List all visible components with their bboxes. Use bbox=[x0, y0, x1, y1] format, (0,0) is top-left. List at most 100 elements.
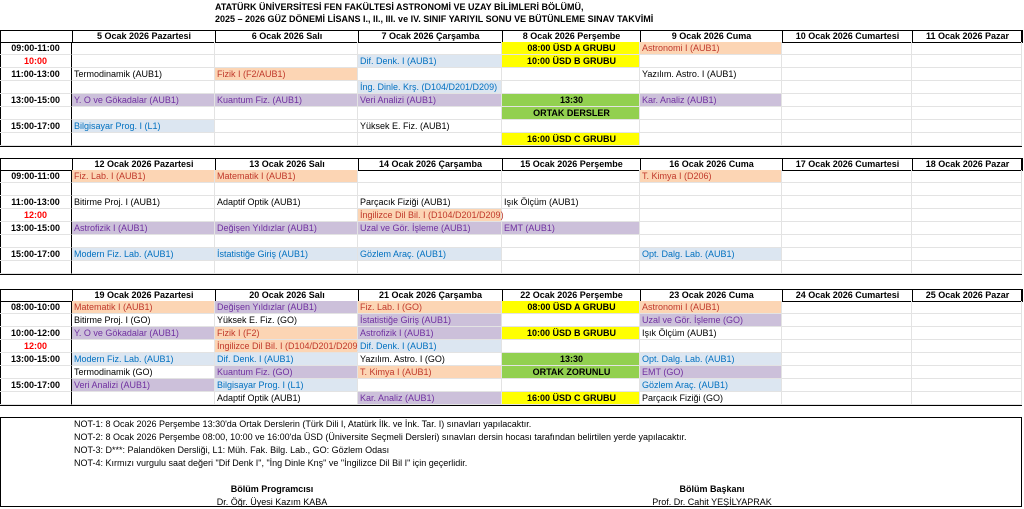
time-cell: 12:00 bbox=[0, 209, 72, 222]
empty-cell bbox=[782, 107, 912, 120]
empty-cell bbox=[640, 55, 782, 68]
empty-cell bbox=[502, 379, 640, 392]
empty-cell bbox=[72, 392, 215, 405]
time-cell bbox=[0, 133, 72, 146]
empty-cell bbox=[502, 235, 640, 248]
empty-cell bbox=[782, 353, 912, 366]
empty-cell bbox=[782, 68, 912, 81]
empty-cell bbox=[640, 133, 782, 146]
empty-cell bbox=[215, 235, 358, 248]
empty-cell bbox=[72, 107, 215, 120]
exam-group-cell: ORTAK DERSLER bbox=[502, 107, 640, 120]
exam-cell: Işık Ölçüm (AUB1) bbox=[502, 196, 640, 209]
empty-cell bbox=[215, 42, 358, 55]
empty-cell bbox=[912, 55, 1022, 68]
empty-cell bbox=[72, 340, 215, 353]
exam-cell: Astrofizik I (AUB1) bbox=[358, 327, 502, 340]
exam-cell: Fiz. Lab. I (AUB1) bbox=[72, 170, 215, 183]
empty-cell bbox=[502, 81, 640, 94]
empty-cell bbox=[72, 261, 215, 274]
exam-cell: T. Kimya I (D206) bbox=[640, 170, 782, 183]
empty-cell bbox=[782, 222, 912, 235]
empty-cell bbox=[215, 209, 358, 222]
day-header: 18 Ocak 2026 Pazar bbox=[912, 158, 1023, 171]
exam-group-cell: 10:00 ÜSD B GRUBU bbox=[502, 327, 640, 340]
empty-cell bbox=[215, 81, 358, 94]
empty-cell bbox=[782, 301, 912, 314]
exam-group-cell: 10:00 ÜSD B GRUBU bbox=[502, 55, 640, 68]
empty-cell bbox=[912, 209, 1022, 222]
time-cell bbox=[0, 107, 72, 120]
empty-cell bbox=[640, 261, 782, 274]
exam-cell: Gözlem Araç. (AUB1) bbox=[358, 248, 502, 261]
empty-cell bbox=[912, 314, 1022, 327]
time-cell: 10:00 bbox=[0, 55, 72, 68]
exam-cell: Dif. Denk. I (AUB1) bbox=[215, 353, 358, 366]
exam-cell: Değişen Yıldızlar (AUB1) bbox=[215, 301, 358, 314]
empty-cell bbox=[782, 183, 912, 196]
exam-cell: Yazılım. Astro. I (AUB1) bbox=[640, 68, 782, 81]
exam-group-cell: 13:30 bbox=[502, 353, 640, 366]
time-cell: 13:00-15:00 bbox=[0, 94, 72, 107]
empty-cell bbox=[358, 261, 502, 274]
empty-cell bbox=[912, 248, 1022, 261]
exam-cell: Astronomi I (AUB1) bbox=[640, 42, 782, 55]
empty-cell bbox=[782, 314, 912, 327]
empty-cell bbox=[72, 183, 215, 196]
empty-cell bbox=[502, 340, 640, 353]
time-cell bbox=[0, 392, 72, 405]
time-cell: 15:00-17:00 bbox=[0, 248, 72, 261]
empty-cell bbox=[912, 120, 1022, 133]
exam-cell: Adaptif Optik (AUB1) bbox=[215, 392, 358, 405]
empty-cell bbox=[782, 327, 912, 340]
empty-cell bbox=[912, 183, 1022, 196]
exam-cell: Kuantum Fiz. (GO) bbox=[215, 366, 358, 379]
empty-cell bbox=[502, 170, 640, 183]
exam-cell: Opt. Dalg. Lab. (AUB1) bbox=[640, 248, 782, 261]
empty-cell bbox=[640, 235, 782, 248]
exam-cell: Uzal ve Gör. İşleme (AUB1) bbox=[358, 222, 502, 235]
exam-cell: Fizik I (F2/AUB1) bbox=[215, 68, 358, 81]
exam-cell: Veri Analizi (AUB1) bbox=[72, 379, 215, 392]
time-cell bbox=[0, 235, 72, 248]
empty-cell bbox=[215, 107, 358, 120]
empty-cell bbox=[215, 120, 358, 133]
exam-cell: Gözlem Araç. (AUB1) bbox=[640, 379, 782, 392]
empty-cell bbox=[358, 170, 502, 183]
exam-cell: Matematik I (AUB1) bbox=[215, 170, 358, 183]
empty-cell bbox=[782, 133, 912, 146]
empty-cell bbox=[640, 196, 782, 209]
empty-cell bbox=[358, 235, 502, 248]
exam-cell: İngilizce Dil Bil. I (D104/D201/D209) bbox=[215, 340, 361, 353]
empty-cell bbox=[358, 133, 502, 146]
empty-cell bbox=[912, 42, 1022, 55]
empty-cell bbox=[640, 340, 782, 353]
empty-cell bbox=[912, 340, 1022, 353]
empty-cell bbox=[912, 94, 1022, 107]
empty-cell bbox=[72, 42, 215, 55]
empty-cell bbox=[502, 248, 640, 261]
empty-cell bbox=[912, 353, 1022, 366]
exam-group-cell: ORTAK ZORUNLU bbox=[502, 366, 640, 379]
note: NOT-4: Kırmızı vurgulu saat değeri "Dif … bbox=[74, 458, 468, 468]
exam-group-cell: 08:00 ÜSD A GRUBU bbox=[502, 301, 640, 314]
empty-cell bbox=[640, 107, 782, 120]
time-cell: 15:00-17:00 bbox=[0, 120, 72, 133]
exam-cell: Modern Fiz. Lab. (AUB1) bbox=[72, 248, 215, 261]
exam-group-cell: 16:00 ÜSD C GRUBU bbox=[502, 133, 640, 146]
empty-cell bbox=[782, 261, 912, 274]
empty-cell bbox=[358, 183, 502, 196]
time-cell: 13:00-15:00 bbox=[0, 353, 72, 366]
empty-cell bbox=[502, 68, 640, 81]
exam-cell: İstatistiğe Giriş (AUB1) bbox=[215, 248, 358, 261]
time-cell: 12:00 bbox=[0, 340, 72, 353]
empty-cell bbox=[72, 209, 215, 222]
empty-cell bbox=[782, 392, 912, 405]
exam-cell: Adaptif Optik (AUB1) bbox=[215, 196, 358, 209]
empty-cell bbox=[782, 55, 912, 68]
exam-cell: Modern Fiz. Lab. (AUB1) bbox=[72, 353, 215, 366]
exam-cell: Değişen Yıldızlar (AUB1) bbox=[215, 222, 358, 235]
time-cell: 13:00-15:00 bbox=[0, 222, 72, 235]
empty-cell bbox=[782, 235, 912, 248]
